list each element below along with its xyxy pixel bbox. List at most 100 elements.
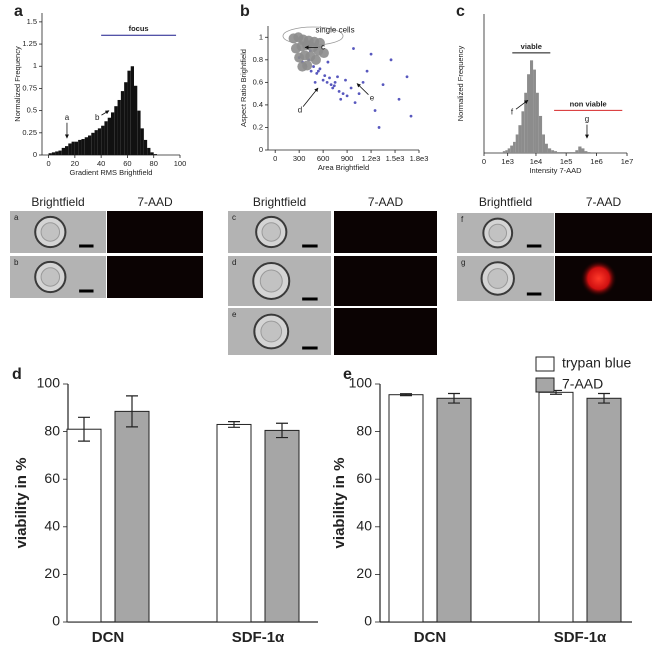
fluorescence-image — [107, 256, 203, 298]
histogram-bar — [65, 146, 69, 155]
bar — [114, 410, 150, 623]
scatter-point — [323, 74, 327, 77]
histogram-bar — [518, 125, 522, 153]
histogram-bar — [513, 141, 516, 153]
fluorescence-image — [334, 308, 437, 355]
histogram-bar — [515, 134, 519, 153]
y-tick-label: 100 — [37, 375, 61, 391]
x-tick-label: 1e6 — [590, 157, 603, 166]
y-tick-label: 80 — [44, 422, 60, 438]
row-letter: a — [14, 213, 19, 222]
row-letter: b — [14, 258, 19, 267]
legend-swatch — [535, 377, 555, 393]
bar — [436, 397, 472, 623]
scatter-point — [377, 126, 381, 129]
error-bar — [448, 392, 460, 404]
panel-letter: b — [240, 3, 250, 20]
histogram-bar — [560, 152, 564, 153]
cell-texture — [488, 223, 508, 243]
scatter-point — [339, 97, 343, 101]
scatter-point — [352, 47, 355, 50]
histogram-bar — [111, 112, 115, 155]
fluorescent-cell — [580, 260, 617, 297]
y-tick-label: 0 — [33, 150, 37, 159]
histogram-bar — [530, 60, 534, 154]
cell-texture — [40, 267, 61, 287]
row-letter: f — [461, 215, 464, 224]
y-tick-label: 1 — [259, 32, 263, 41]
column-header: Brightfield — [479, 195, 532, 209]
cell-texture — [40, 222, 61, 242]
x-axis-label: Gradient RMS Brightfield — [70, 168, 153, 177]
histogram-bar — [81, 139, 85, 155]
annotation: c — [321, 43, 325, 52]
y-tick-label: 60 — [356, 470, 372, 486]
histogram-bar — [533, 69, 536, 153]
legend-swatch — [535, 356, 555, 372]
column-header: Brightfield — [31, 195, 84, 209]
histogram-bar — [84, 137, 88, 155]
histogram-bar — [130, 66, 134, 155]
fluorescence-image — [107, 211, 203, 253]
y-tick-label: 0 — [259, 145, 263, 154]
x-tick-label: 40 — [97, 159, 105, 168]
x-axis-label: Area Brightfield — [318, 163, 369, 172]
scatter-point — [314, 37, 325, 48]
annotation-arrow — [356, 83, 369, 95]
y-tick-label: 0 — [52, 613, 60, 629]
histogram-bar — [566, 152, 570, 153]
histogram-bar — [150, 152, 154, 155]
error-bar — [598, 392, 610, 404]
histogram-bar — [143, 139, 148, 155]
x-tick-label: 1e5 — [560, 157, 573, 166]
histogram-bar — [117, 99, 121, 155]
scatter-point — [313, 80, 317, 84]
x-tick-label: 900 — [341, 154, 354, 163]
x-axis-label: Intensity 7-AAD — [529, 166, 582, 175]
x-tick-label: DCN — [414, 629, 447, 646]
annotation: g — [585, 115, 589, 124]
scatter-point — [321, 78, 325, 82]
annotation: b — [95, 113, 100, 122]
bar — [388, 394, 424, 623]
histogram-bar — [127, 70, 131, 155]
y-tick-label: 0.5 — [27, 106, 37, 115]
cell-texture — [261, 222, 282, 242]
annotation-arrow — [101, 110, 110, 116]
y-tick-label: 20 — [44, 565, 60, 581]
histogram-bar — [572, 152, 576, 153]
y-tick-label: 0.4 — [253, 100, 263, 109]
histogram-bar — [544, 143, 548, 153]
x-tick-label: SDF-1α — [232, 629, 285, 646]
histogram-bar — [569, 152, 573, 153]
row-letter: e — [232, 310, 237, 319]
scatter-point — [336, 75, 339, 79]
annotation: f — [511, 107, 514, 116]
histogram-bar — [502, 151, 506, 153]
histogram-bar — [104, 121, 108, 155]
x-tick-label: 0 — [46, 159, 50, 168]
histogram-bar — [524, 92, 528, 153]
legend-label: 7-AAD — [562, 376, 603, 392]
annotation: single cells — [315, 26, 354, 35]
histogram-bar — [587, 152, 591, 153]
scatter-point — [326, 60, 330, 64]
annotation: e — [370, 93, 375, 102]
histogram-bar — [563, 152, 567, 153]
scatter-point — [349, 86, 353, 90]
annotation: focus — [129, 24, 149, 33]
bar — [538, 391, 574, 623]
legend-label: trypan blue — [562, 355, 631, 371]
y-tick-label: 0.6 — [253, 77, 263, 86]
histogram-bar — [107, 117, 111, 155]
x-tick-label: SDF-1α — [554, 629, 607, 646]
x-tick-label: 1e4 — [530, 157, 543, 166]
histogram-bar — [535, 92, 539, 153]
x-tick-label: 100 — [174, 159, 187, 168]
histogram-bar — [584, 151, 588, 153]
scatter-point — [357, 92, 361, 96]
scatter-point — [332, 84, 336, 88]
histogram-bar — [114, 106, 118, 155]
y-axis-label: Normalized Frequency — [13, 46, 22, 122]
y-tick-label: 100 — [349, 375, 373, 391]
